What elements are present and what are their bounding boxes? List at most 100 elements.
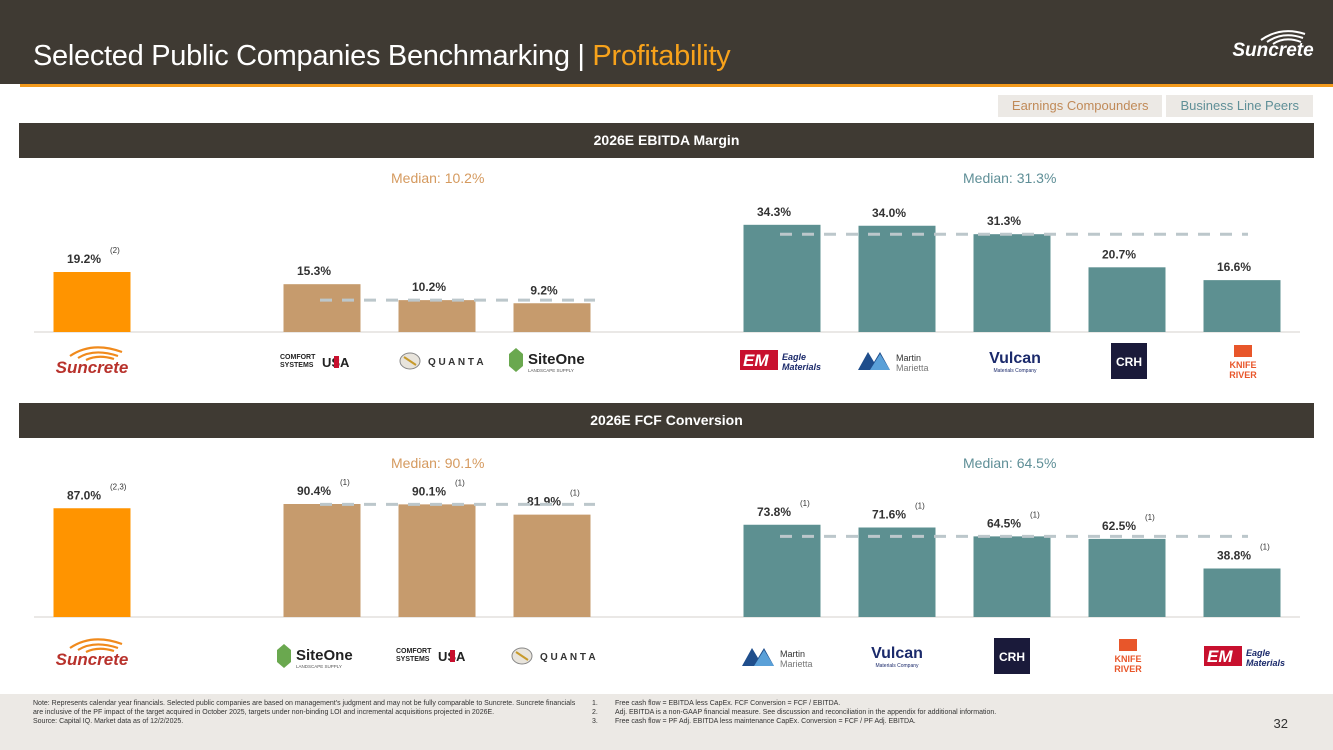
data-label-ebitda-2: 10.2% [412,280,446,294]
svg-text:Materials Company: Materials Company [875,663,919,669]
bar-ebitda-0 [53,272,131,332]
bar-fcf-6 [973,536,1051,617]
median-fcf-earnings: Median: 90.1% [391,455,485,471]
svg-text:LANDSCAPE SUPPLY: LANDSCAPE SUPPLY [528,368,574,373]
note-text: Note: Represents calendar year financial… [33,700,576,716]
title-accent: Profitability [592,40,731,72]
suncrete-brand-logo: Suncrete [1232,30,1314,61]
footnotes: 1. Free cash flow = EBITDA less CapEx. FC… [592,699,1212,726]
eagle-materials-logo: EM Eagle Materials [740,350,821,372]
svg-text:CRH: CRH [1116,355,1142,369]
knife-river-logo: KNIFE RIVER [1114,639,1142,674]
svg-text:Q U A N T A: Q U A N T A [428,357,484,368]
suncrete-logo: Suncrete [56,346,129,377]
data-label-ebitda-8: 16.6% [1217,260,1251,274]
footnote-marker-fcf-8: (1) [1260,543,1270,552]
footer-band [0,694,1333,750]
footnote-marker-fcf-5: (1) [915,502,925,511]
footnote-marker-fcf-6: (1) [1030,510,1040,519]
title-main: Selected Public Companies Benchmarking | [33,40,593,72]
bar-ebitda-1 [283,284,361,332]
svg-text:Suncrete: Suncrete [56,358,129,377]
ebitda-margin-chart: 19.2% (2) 15.3% 10.2% 9.2% 34.3% 34.0% 31.3% 20.… [34,205,1300,333]
tab-earnings-compounders[interactable]: Earnings Compounders [997,95,1163,117]
source-text: Source: Capital IQ. Market data as of 12… [33,718,184,725]
svg-text:Martin: Martin [780,649,805,659]
bar-ebitda-3 [513,303,591,332]
footnote-marker-fcf-3: (1) [570,489,580,498]
svg-text:EM: EM [1207,647,1233,666]
quanta-logo: Q U A N T A [399,352,484,370]
page-number: 32 [1273,716,1288,731]
svg-text:Marietta: Marietta [896,363,929,373]
bar-ebitda-6 [973,234,1051,332]
svg-text:Suncrete: Suncrete [56,650,129,669]
martin-marietta-logo: Martin Marietta [742,648,813,669]
section-fcf-conversion: 2026E FCF Conversion [19,403,1314,438]
crh-logo: CRH [994,638,1030,674]
comfort-systems-logo: COMFORT SYSTEMS USA [396,648,466,664]
data-label-fcf-7: 62.5% [1102,519,1136,533]
bar-fcf-0 [53,508,131,617]
data-label-fcf-3: 81.9% [527,495,561,509]
data-label-fcf-5: 71.6% [872,508,906,522]
page-title: Selected Public Companies Benchmarking |… [33,40,731,73]
svg-text:KNIFE: KNIFE [1115,654,1142,664]
bar-fcf-3 [513,514,591,617]
footnote-marker-fcf-1: (1) [340,478,350,487]
median-ebitda-earnings: Median: 10.2% [391,170,485,186]
svg-text:Eagle: Eagle [782,352,806,362]
data-label-ebitda-1: 15.3% [297,264,331,278]
data-label-ebitda-7: 20.7% [1102,247,1136,261]
bar-fcf-7 [1088,538,1166,617]
bar-fcf-5 [858,527,936,617]
suncrete-logo: Suncrete [56,638,129,669]
section-ebitda-margin: 2026E EBITDA Margin [19,123,1314,158]
svg-text:COMFORT: COMFORT [280,354,316,361]
siteone-logo: SiteOne LANDSCAPE SUPPLY [277,644,353,669]
sun-arcs-icon [1260,30,1306,45]
svg-text:SYSTEMS: SYSTEMS [280,362,314,369]
bar-fcf-2 [398,504,476,617]
footnote-marker-fcf-7: (1) [1145,513,1155,522]
data-label-fcf-4: 73.8% [757,505,791,519]
brand-name: Suncrete [1232,40,1314,61]
header-bar [0,0,1333,84]
svg-text:EM: EM [743,351,769,370]
data-label-ebitda-3: 9.2% [530,283,558,297]
footnote-marker-ebitda-0: (2) [110,246,120,255]
vulcan-logo: Vulcan Materials Company [871,645,923,669]
svg-text:COMFORT: COMFORT [396,648,432,655]
quanta-logo: Q U A N T A [511,647,596,665]
svg-text:Materials Company: Materials Company [993,368,1037,374]
bar-ebitda-4 [743,224,821,332]
data-label-ebitda-5: 34.0% [872,206,906,220]
data-label-ebitda-6: 31.3% [987,214,1021,228]
knife-river-logo: KNIFE RIVER [1229,345,1257,380]
median-fcf-business: Median: 64.5% [963,455,1057,471]
svg-text:Q U A N T A: Q U A N T A [540,652,596,663]
data-label-fcf-1: 90.4% [297,484,331,498]
vulcan-logo: Vulcan Materials Company [989,350,1041,374]
footnote-item: 1. Free cash flow = EBITDA less CapEx. FC… [592,700,841,707]
footnote-marker-fcf-0: (2,3) [110,482,127,491]
tab-business-line-peers[interactable]: Business Line Peers [1166,95,1313,117]
crh-logo: CRH [1111,343,1147,379]
footnote-marker-fcf-2: (1) [455,478,465,487]
martin-marietta-logo: Martin Marietta [858,352,929,373]
svg-text:Vulcan: Vulcan [871,645,923,662]
svg-text:RIVER: RIVER [1229,370,1257,380]
data-label-fcf-6: 64.5% [987,516,1021,530]
peer-group-tabs: Earnings Compounders Business Line Peers [997,95,1313,117]
comfort-systems-logo: COMFORT SYSTEMS USA [280,354,350,370]
svg-text:Materials: Materials [1246,658,1285,668]
data-label-ebitda-0: 19.2% [67,252,101,266]
bar-ebitda-7 [1088,267,1166,332]
footnote-item: 3. Free cash flow = PF Adj. EBITDA less m… [592,718,916,725]
fcf-conversion-chart: 87.0% (2,3) 90.4% (1) 90.1% (1) 81.9% (1) 73.8% (… [34,478,1300,618]
bar-fcf-4 [743,524,821,617]
svg-text:SYSTEMS: SYSTEMS [396,656,430,663]
svg-text:RIVER: RIVER [1114,664,1142,674]
svg-text:LANDSCAPE SUPPLY: LANDSCAPE SUPPLY [296,664,342,669]
bar-ebitda-8 [1203,280,1281,332]
